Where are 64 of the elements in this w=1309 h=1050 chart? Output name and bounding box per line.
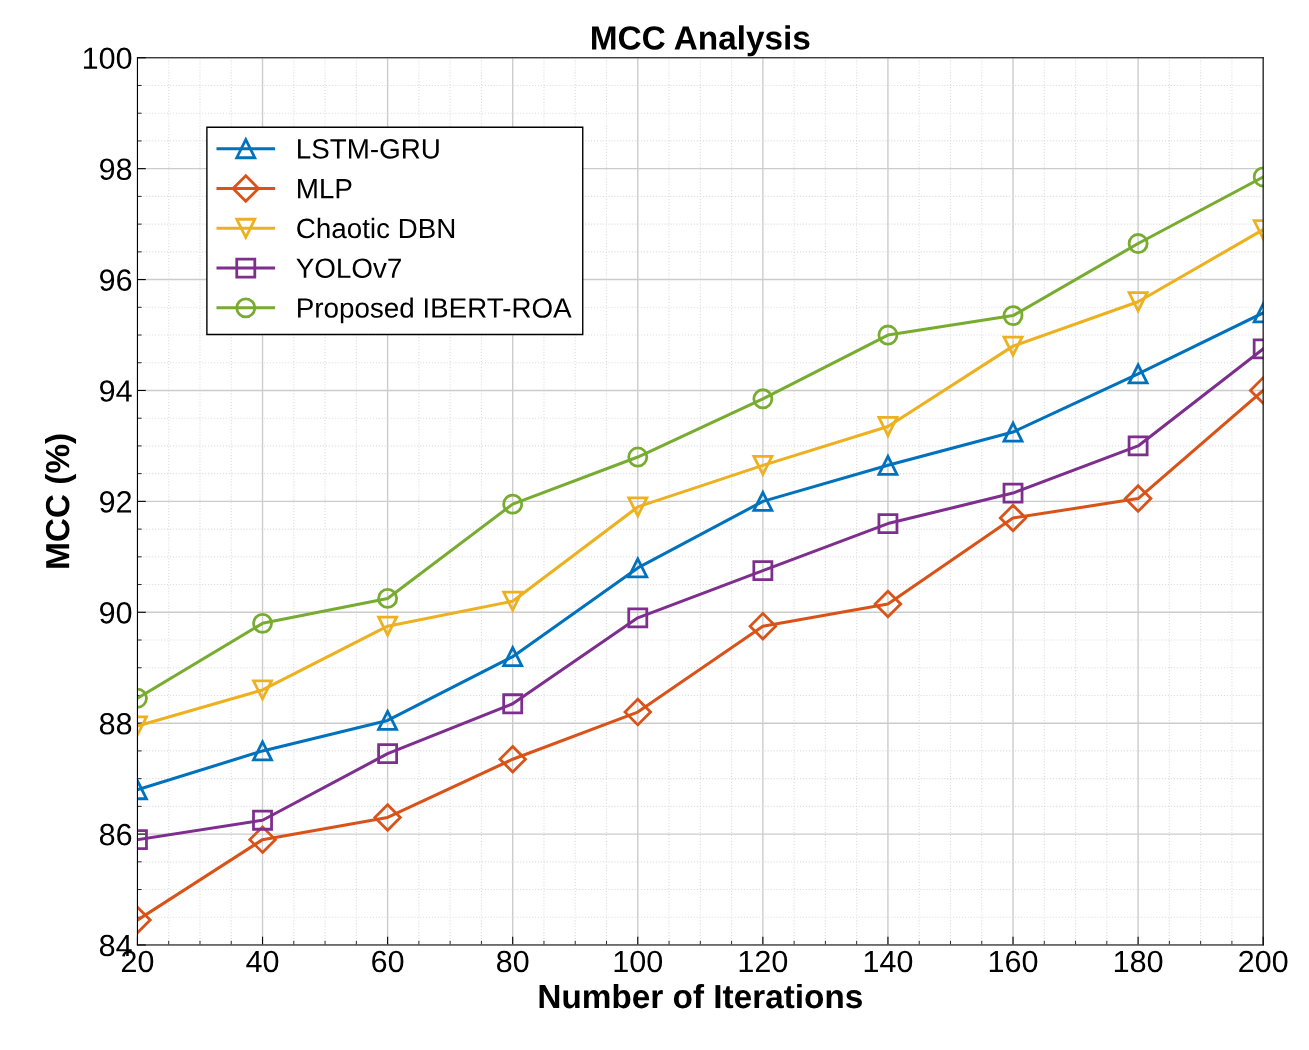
x-tick-label: 200 bbox=[1239, 950, 1288, 973]
y-axis-title: MCC (%) bbox=[44, 434, 77, 568]
x-tick-label: 120 bbox=[739, 950, 788, 973]
point bbox=[1127, 363, 1149, 385]
x-tick-label: 180 bbox=[1114, 950, 1163, 973]
point bbox=[498, 745, 527, 774]
y-tick-label: 88 bbox=[99, 712, 132, 735]
point bbox=[1002, 305, 1024, 327]
point bbox=[752, 388, 774, 410]
point bbox=[877, 513, 899, 534]
legend-label: MLP bbox=[298, 179, 352, 199]
point bbox=[877, 324, 899, 346]
point bbox=[752, 490, 774, 512]
chart-title: MCC Analysis bbox=[592, 25, 810, 57]
point bbox=[1127, 435, 1149, 457]
point bbox=[1127, 233, 1149, 254]
point bbox=[373, 803, 402, 832]
point bbox=[1002, 335, 1024, 357]
legend-label: Proposed IBERT-ROA bbox=[298, 297, 572, 324]
legend-label: LSTM-GRU bbox=[298, 139, 439, 159]
point bbox=[502, 693, 524, 715]
point bbox=[377, 588, 399, 609]
point bbox=[252, 679, 273, 701]
point bbox=[1002, 482, 1024, 504]
point bbox=[377, 710, 399, 731]
point bbox=[1123, 484, 1153, 513]
y-tick-label: 96 bbox=[100, 269, 132, 291]
x-tick-label: 100 bbox=[614, 950, 663, 973]
y-tick-label: 98 bbox=[100, 158, 132, 181]
y-tick-label: 92 bbox=[100, 491, 132, 513]
point bbox=[502, 590, 524, 612]
point bbox=[877, 416, 899, 437]
x-tick-label: 40 bbox=[246, 950, 279, 973]
point bbox=[627, 496, 649, 518]
x-tick-label: 60 bbox=[372, 950, 404, 973]
point bbox=[752, 454, 774, 476]
x-axis-title: Number of Iterations bbox=[539, 983, 862, 1009]
point bbox=[998, 503, 1028, 533]
y-tick-label: 100 bbox=[83, 47, 132, 70]
point bbox=[1127, 291, 1149, 313]
point bbox=[627, 557, 649, 579]
point bbox=[252, 612, 273, 634]
y-tick-label: 90 bbox=[100, 602, 132, 624]
point bbox=[752, 560, 774, 582]
point bbox=[877, 454, 899, 476]
point bbox=[377, 615, 399, 637]
point bbox=[502, 646, 524, 668]
point bbox=[1002, 421, 1024, 443]
point bbox=[502, 493, 524, 515]
y-tick-label: 86 bbox=[99, 823, 132, 846]
x-tick-label: 160 bbox=[989, 950, 1038, 973]
point bbox=[252, 809, 273, 831]
point bbox=[623, 697, 652, 727]
point bbox=[377, 743, 399, 765]
legend-label: Chaotic DBN bbox=[297, 217, 455, 239]
point bbox=[627, 607, 649, 629]
point bbox=[873, 589, 903, 619]
point bbox=[252, 740, 273, 762]
x-tick-label: 140 bbox=[864, 950, 913, 973]
legend-label: YOLOv7 bbox=[296, 258, 401, 279]
point bbox=[627, 446, 649, 468]
point bbox=[748, 611, 778, 641]
x-tick-label: 80 bbox=[497, 950, 529, 973]
y-tick-label: 94 bbox=[100, 380, 132, 402]
